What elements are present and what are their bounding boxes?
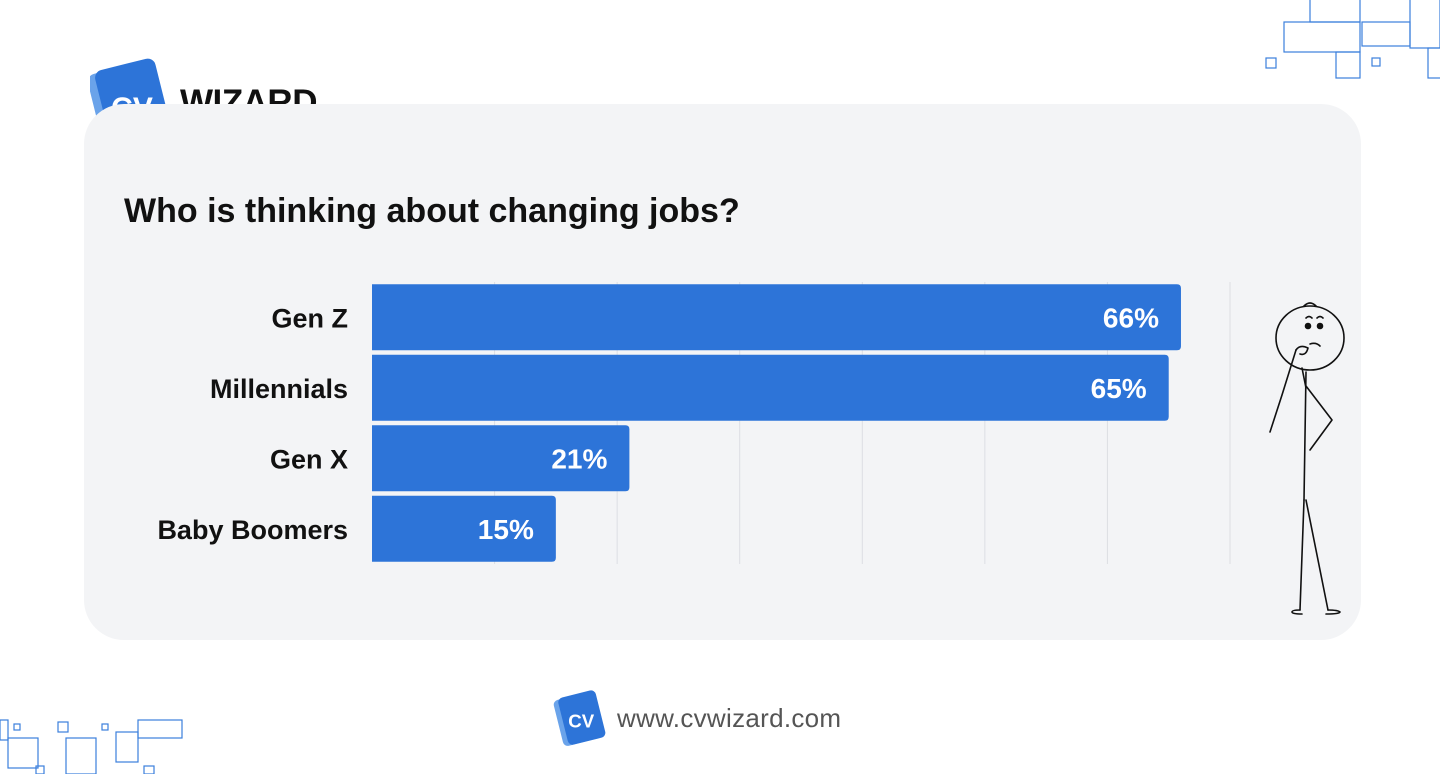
decorative-squares-bottom-left <box>0 719 183 774</box>
footer: CV www.cvwizard.com <box>553 690 841 746</box>
category-label: Baby Boomers <box>157 515 348 545</box>
bar-gen-z <box>372 284 1181 351</box>
chart-title: Who is thinking about changing jobs? <box>124 192 740 230</box>
value-label: 65% <box>1091 373 1147 404</box>
value-label: 15% <box>478 514 534 545</box>
value-label: 21% <box>551 443 607 474</box>
value-label: 66% <box>1103 302 1159 333</box>
bar-baby-boomers <box>372 495 556 562</box>
cv-cards-logo-icon: CV <box>553 690 606 746</box>
category-label: Gen Z <box>271 303 348 333</box>
website-url[interactable]: www.cvwizard.com <box>617 702 842 733</box>
bar-gen-x <box>372 425 630 492</box>
category-label: Millennials <box>210 374 348 404</box>
thinking-stick-figure-icon <box>1269 302 1345 615</box>
category-label: Gen X <box>270 444 348 474</box>
footer-logo-letters: CV <box>568 710 594 731</box>
bar-millennials <box>372 354 1169 421</box>
decorative-squares-top-right <box>1265 0 1440 79</box>
